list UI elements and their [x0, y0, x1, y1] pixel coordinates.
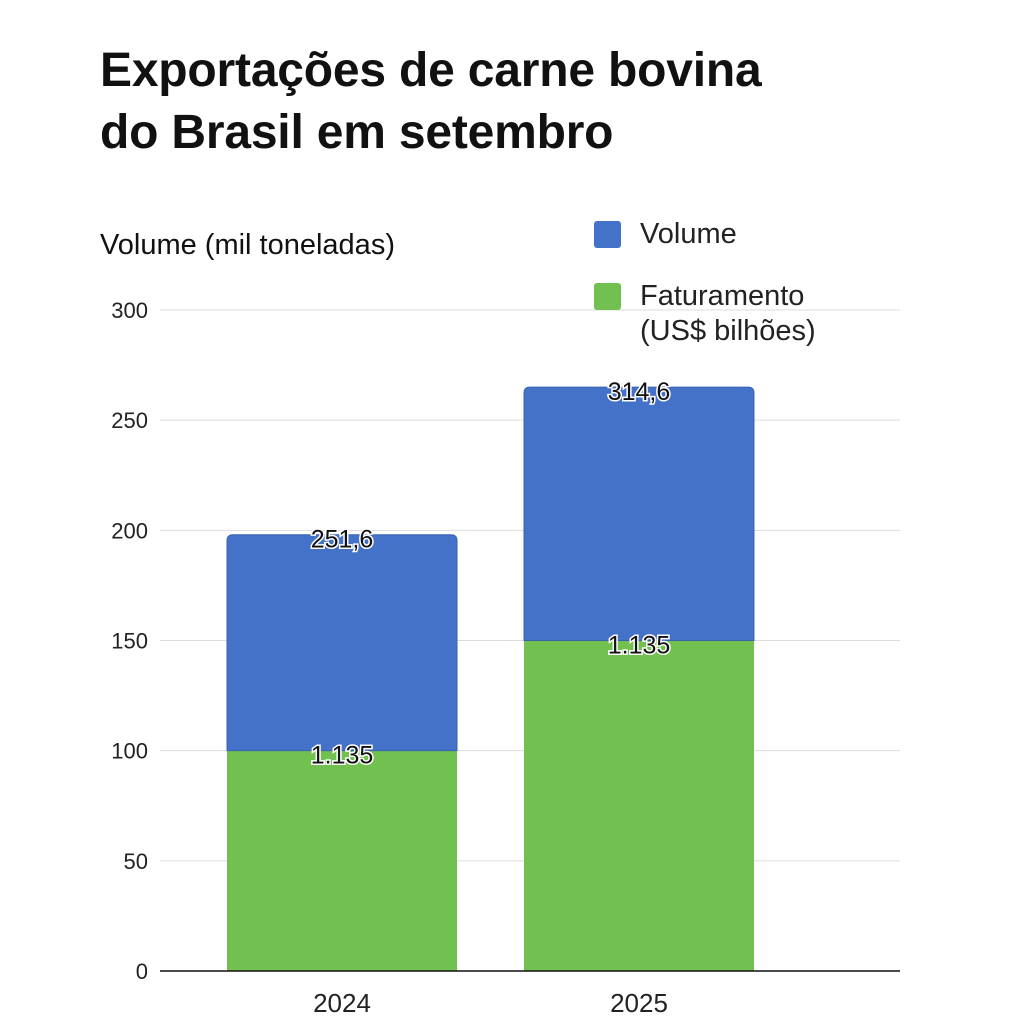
data-labels: 1.135 251,6 1.135 314,6 — [309, 377, 672, 772]
bars — [226, 386, 755, 971]
legend-label-volume: Volume — [640, 218, 737, 250]
y-tick-label: 250 — [111, 408, 148, 433]
x-tick-label-2024: 2024 — [313, 988, 371, 1018]
legend-swatch-volume — [594, 221, 621, 248]
y-tick-label: 100 — [111, 739, 148, 764]
chart-title: Exportações de carne bovina do Brasil em… — [100, 44, 762, 159]
bar-segment-faturamento-2025 — [524, 640, 754, 971]
x-tick-label-2025: 2025 — [610, 988, 668, 1018]
y-tick-labels: 0 50 100 150 200 250 300 — [111, 298, 148, 984]
y-tick-label: 50 — [124, 849, 148, 874]
data-label-volume-2025: 314,6 — [608, 378, 671, 406]
data-label-faturamento-2024: 1.135 — [311, 742, 374, 770]
legend-label-faturamento: (US$ bilhões) — [640, 315, 816, 347]
data-label-volume-2024: 251,6 — [311, 526, 374, 554]
y-tick-label: 300 — [111, 298, 148, 323]
y-tick-label: 200 — [111, 518, 148, 543]
legend: Volume Faturamento(US$ bilhões) — [594, 218, 816, 347]
data-label-faturamento-2025: 1.135 — [608, 632, 671, 660]
x-tick-labels: 2024 2025 — [313, 988, 668, 1018]
bar-segment-faturamento-2024 — [227, 750, 457, 971]
legend-label-faturamento: Faturamento — [640, 280, 804, 312]
y-tick-label: 0 — [136, 959, 148, 984]
bar-segment-volume-2024 — [226, 534, 458, 752]
bar-segment-volume-2025 — [523, 386, 755, 641]
legend-swatch-faturamento — [594, 283, 621, 310]
y-axis-title: Volume (mil toneladas) — [100, 229, 395, 261]
y-tick-label: 150 — [111, 629, 148, 654]
